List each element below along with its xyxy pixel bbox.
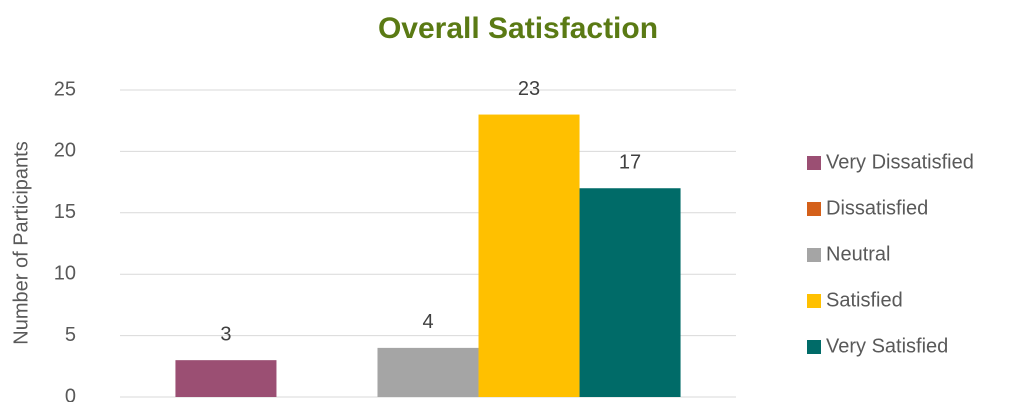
y-tick-label: 20 [54, 140, 76, 162]
legend-swatch [807, 156, 821, 170]
legend-label: Satisfied [826, 289, 903, 311]
chart-title: Overall Satisfaction [378, 12, 658, 45]
y-axis-label: Number of Participants [10, 141, 32, 344]
legend-swatch [807, 340, 821, 354]
legend-swatch [807, 202, 821, 216]
y-tick-label: 5 [65, 324, 76, 346]
bar [377, 347, 479, 397]
legend-label: Very Satisfied [826, 335, 948, 357]
legend-label: Very Dissatisfied [826, 151, 974, 173]
bar [579, 188, 681, 397]
data-label: 17 [619, 152, 641, 174]
legend-swatch [807, 248, 821, 262]
y-tick-label: 0 [65, 385, 76, 402]
y-tick-label: 15 [54, 201, 76, 223]
legend-label: Dissatisfied [826, 197, 928, 219]
data-label: 3 [220, 323, 231, 345]
legend-label: Neutral [826, 243, 890, 265]
bar [478, 114, 580, 397]
y-tick-label: 10 [54, 262, 76, 284]
legend-swatch [807, 294, 821, 308]
data-label: 23 [518, 78, 540, 100]
bar [175, 360, 277, 397]
data-label: 4 [422, 311, 433, 333]
y-tick-label: 25 [54, 78, 76, 100]
